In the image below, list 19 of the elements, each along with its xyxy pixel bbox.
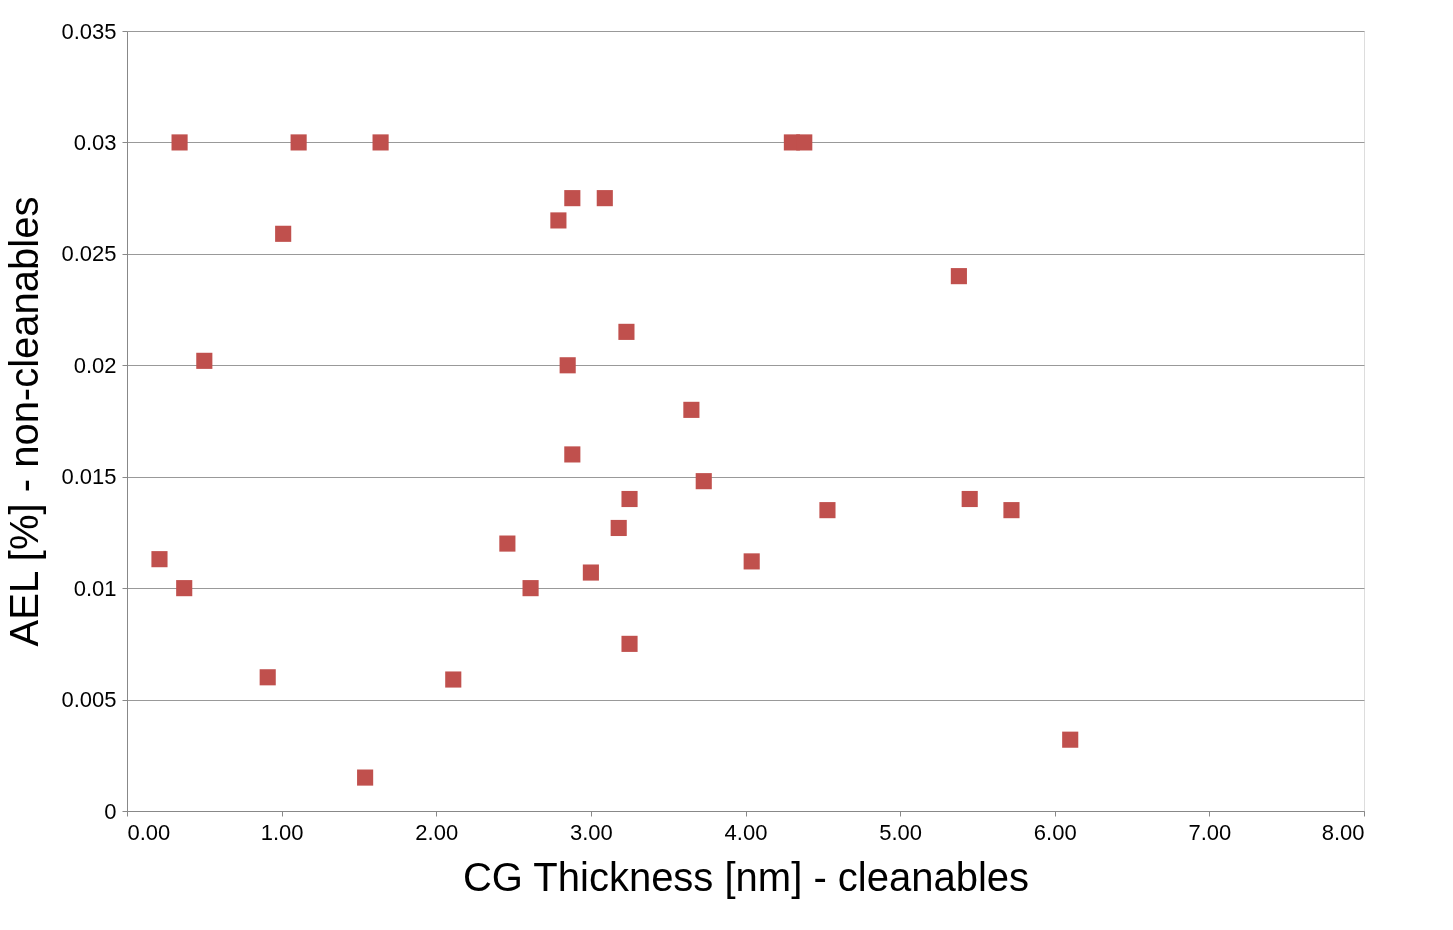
y-tick-label: 0.02 (73, 352, 117, 378)
x-tick-label: 2.00 (415, 819, 459, 845)
y-axis-title: AEL [%] - non-cleanables (2, 196, 47, 647)
x-tick-label: 3.00 (569, 819, 613, 845)
x-tick-label: 7.00 (1188, 819, 1232, 845)
x-tick-label: 4.00 (724, 819, 768, 845)
x-tick-label: 8.00 (1321, 819, 1365, 845)
x-tick-label: 0.00 (127, 819, 171, 845)
x-tick-label: 5.00 (879, 819, 923, 845)
y-tick-label: 0.035 (61, 18, 117, 44)
x-tick-label: 6.00 (1033, 819, 1077, 845)
y-tick-label: 0.03 (73, 129, 117, 155)
y-tick-label: 0.025 (61, 241, 117, 267)
x-axis-title: CG Thickness [nm] - cleanables (462, 854, 1030, 899)
y-tick-label: 0.005 (61, 687, 117, 713)
y-tick-label: 0.01 (73, 575, 117, 601)
x-tick-label: 1.00 (260, 819, 304, 845)
y-tick-label: 0.015 (61, 464, 117, 490)
y-tick-label: 0 (104, 798, 117, 824)
